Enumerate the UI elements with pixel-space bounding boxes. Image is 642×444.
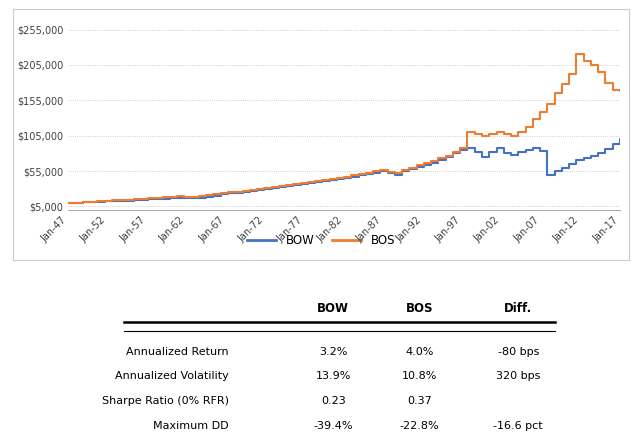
Text: 4.0%: 4.0% [406,347,434,357]
Text: 13.9%: 13.9% [316,371,351,381]
Text: $10,000 in BOW vs. BOS since 1947: $10,000 in BOW vs. BOS since 1947 [189,19,453,34]
Text: Maximum DD: Maximum DD [153,420,229,431]
Text: Sharpe Ratio (0% RFR): Sharpe Ratio (0% RFR) [101,396,229,406]
Text: 320 bps: 320 bps [496,371,541,381]
Text: 0.37: 0.37 [407,396,432,406]
Legend: BOW, BOS: BOW, BOS [242,230,400,252]
Text: -80 bps: -80 bps [498,347,539,357]
Text: Diff.: Diff. [504,301,532,315]
Text: Annualized Volatility: Annualized Volatility [115,371,229,381]
Text: BOS: BOS [406,301,433,315]
Text: 0.23: 0.23 [321,396,345,406]
Text: -22.8%: -22.8% [400,420,439,431]
Text: Annualized Return: Annualized Return [126,347,229,357]
Text: -16.6 pct: -16.6 pct [494,420,543,431]
Text: BOW: BOW [317,301,349,315]
Text: 3.2%: 3.2% [319,347,347,357]
Text: 10.8%: 10.8% [402,371,437,381]
Text: -39.4%: -39.4% [313,420,353,431]
